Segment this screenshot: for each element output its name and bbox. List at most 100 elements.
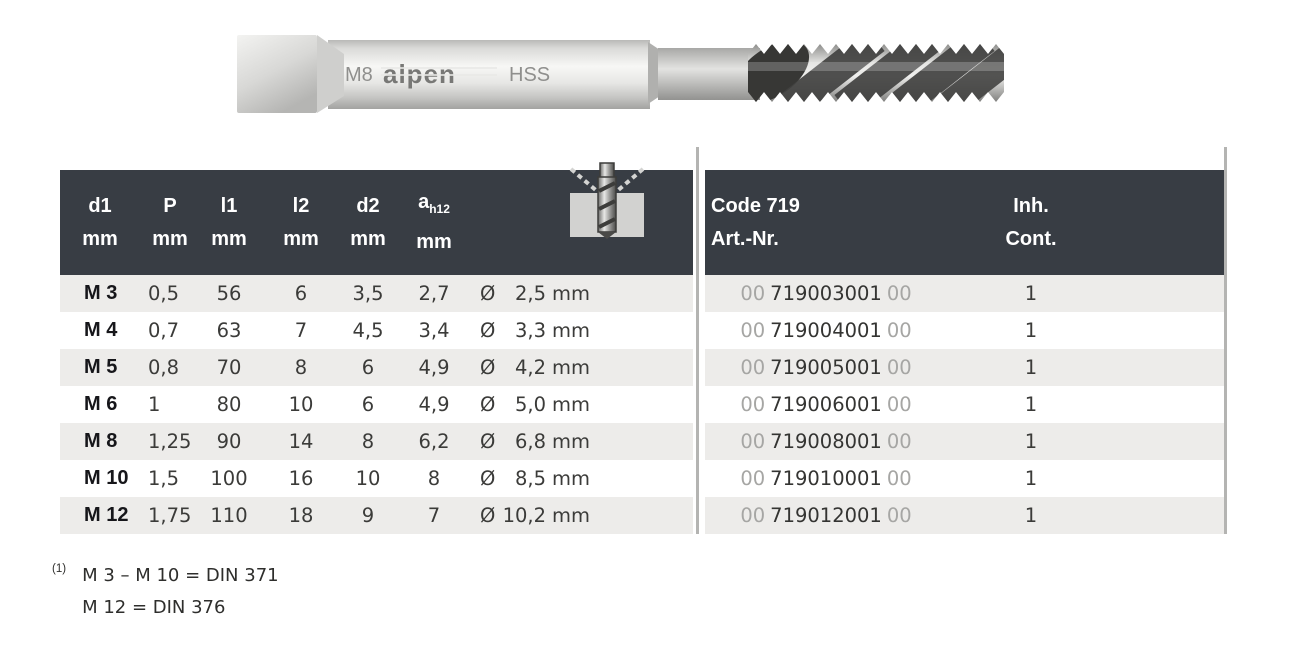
column-header-content: Inh. Cont. [1005, 194, 1057, 250]
cell-l1: 90 [216, 430, 242, 453]
column-header-l2: l2 mm [283, 194, 319, 250]
cell-artnr: 00 719003001 00 [740, 282, 912, 305]
diameter-symbol: Ø [480, 282, 496, 305]
footnote-marker: (1) [52, 563, 67, 575]
cell-content: 1 [1024, 356, 1038, 379]
cell-thread-size: M 3 [84, 282, 118, 304]
cell-core-hole: Ø 6,8 mm [480, 430, 590, 453]
cell-artnr: 00 719008001 00 [740, 430, 912, 453]
tap-neck [658, 48, 760, 100]
cell-l1: 80 [216, 393, 242, 416]
cell-content: 1 [1024, 282, 1038, 305]
cell-artnr: 00 719006001 00 [740, 393, 912, 416]
cell-a-h12: 7 [427, 504, 441, 527]
cell-thread-size: M 4 [84, 319, 118, 341]
diameter-symbol: Ø [480, 319, 496, 342]
footnote: (1) M 3 – M 10 = DIN 371 M 12 = DIN 376 [52, 560, 279, 623]
cell-a-h12: 4,9 [418, 393, 450, 416]
cell-d2: 9 [361, 504, 375, 527]
tap-square-drive [237, 35, 317, 113]
tap-product-photo: M8 alpen HSS [237, 35, 1004, 113]
cell-pitch: 1,25 [148, 430, 192, 453]
cell-d2: 3,5 [352, 282, 384, 305]
column-header-a-h12: ah12 mm [416, 191, 452, 253]
table-divider-left [696, 147, 699, 534]
cell-artnr: 00 719005001 00 [740, 356, 912, 379]
table-row-m8: M 8 1,25 90 14 8 6,2 Ø 6,8 mm 00 71900800… [60, 423, 1224, 460]
cell-a-h12: 8 [427, 467, 441, 490]
cell-d2: 10 [355, 467, 381, 490]
tap-marking-material: HSS [509, 64, 550, 86]
cell-l2: 8 [294, 356, 308, 379]
cell-d2: 8 [361, 430, 375, 453]
cell-d2: 6 [361, 393, 375, 416]
cell-a-h12: 6,2 [418, 430, 450, 453]
cell-l2: 10 [288, 393, 314, 416]
cell-thread-size: M 12 [84, 504, 129, 526]
cell-l1: 70 [216, 356, 242, 379]
tap-marking-size: M8 [345, 64, 373, 86]
table-row-m3: M 3 0,5 56 6 3,5 2,7 Ø 2,5 mm 00 71900300… [60, 275, 1224, 312]
cell-core-hole: Ø 5,0 mm [480, 393, 590, 416]
footnote-line-1: M 3 – M 10 = DIN 371 [82, 565, 279, 586]
table-row-m5: M 5 0,8 70 8 6 4,9 Ø 4,2 mm 00 719005001 0… [60, 349, 1224, 386]
cell-core-hole: Ø 3,3 mm [480, 319, 590, 342]
cell-content: 1 [1024, 467, 1038, 490]
table-body: M 3 0,5 56 6 3,5 2,7 Ø 2,5 mm 00 71900300… [60, 275, 1224, 534]
cell-d2: 6 [361, 356, 375, 379]
diameter-symbol: Ø [480, 393, 496, 416]
diameter-symbol: Ø [480, 504, 496, 527]
cell-l1: 63 [216, 319, 242, 342]
cell-pitch: 0,7 [148, 319, 180, 342]
column-header-d2: d2 mm [350, 194, 386, 250]
table-row-m6: M 6 1 80 10 6 4,9 Ø 5,0 mm 00 719006001 00… [60, 386, 1224, 423]
cell-pitch: 1 [148, 393, 161, 416]
cell-artnr: 00 719004001 00 [740, 319, 912, 342]
drill-hole-icon [569, 162, 645, 239]
column-header-d1: d1 mm [82, 194, 118, 250]
cell-l2: 18 [288, 504, 314, 527]
cell-content: 1 [1024, 504, 1038, 527]
diameter-symbol: Ø [480, 356, 496, 379]
cell-a-h12: 2,7 [418, 282, 450, 305]
cell-pitch: 0,8 [148, 356, 180, 379]
cell-content: 1 [1024, 319, 1038, 342]
cell-pitch: 1,75 [148, 504, 192, 527]
diameter-symbol: Ø [480, 467, 496, 490]
cell-pitch: 0,5 [148, 282, 180, 305]
cell-d2: 4,5 [352, 319, 384, 342]
cell-core-hole: Ø 10,2 mm [480, 504, 590, 527]
cell-l1: 56 [216, 282, 242, 305]
cell-l2: 7 [294, 319, 308, 342]
cell-thread-size: M 5 [84, 356, 118, 378]
cell-content: 1 [1024, 393, 1038, 416]
cell-pitch: 1,5 [148, 467, 180, 490]
column-header-artnr: Code 719 Art.-Nr. [711, 194, 800, 250]
cell-thread-size: M 8 [84, 430, 118, 452]
cell-core-hole: Ø 4,2 mm [480, 356, 590, 379]
cell-l2: 6 [294, 282, 308, 305]
cell-a-h12: 4,9 [418, 356, 450, 379]
table-row-m4: M 4 0,7 63 7 4,5 3,4 Ø 3,3 mm 00 71900400… [60, 312, 1224, 349]
cell-artnr: 00 719012001 00 [740, 504, 912, 527]
cell-l1: 110 [210, 504, 248, 527]
cell-core-hole: Ø 2,5 mm [480, 282, 590, 305]
cell-l2: 16 [288, 467, 314, 490]
column-header-p: P mm [152, 194, 188, 250]
cell-l2: 14 [288, 430, 314, 453]
diameter-symbol: Ø [480, 430, 496, 453]
cell-l1: 100 [210, 467, 248, 490]
tap-flutes [748, 44, 1004, 102]
cell-thread-size: M 10 [84, 467, 129, 489]
cell-thread-size: M 6 [84, 393, 118, 415]
table-row-m10: M 10 1,5 100 16 10 8 Ø 8,5 mm 00 71901000… [60, 460, 1224, 497]
column-header-l1: l1 mm [211, 194, 247, 250]
table-row-m12: M 12 1,75 110 18 9 7 Ø 10,2 mm 00 7190120… [60, 497, 1224, 534]
cell-core-hole: Ø 8,5 mm [480, 467, 590, 490]
footnote-line-2: M 12 = DIN 376 [82, 596, 226, 618]
cell-artnr: 00 719010001 00 [740, 467, 912, 490]
table-divider-right [1224, 147, 1227, 534]
dimension-table: d1 mm P mm l1 mm l2 mm d2 mm ah12 mm [60, 147, 1227, 534]
cell-a-h12: 3,4 [418, 319, 450, 342]
